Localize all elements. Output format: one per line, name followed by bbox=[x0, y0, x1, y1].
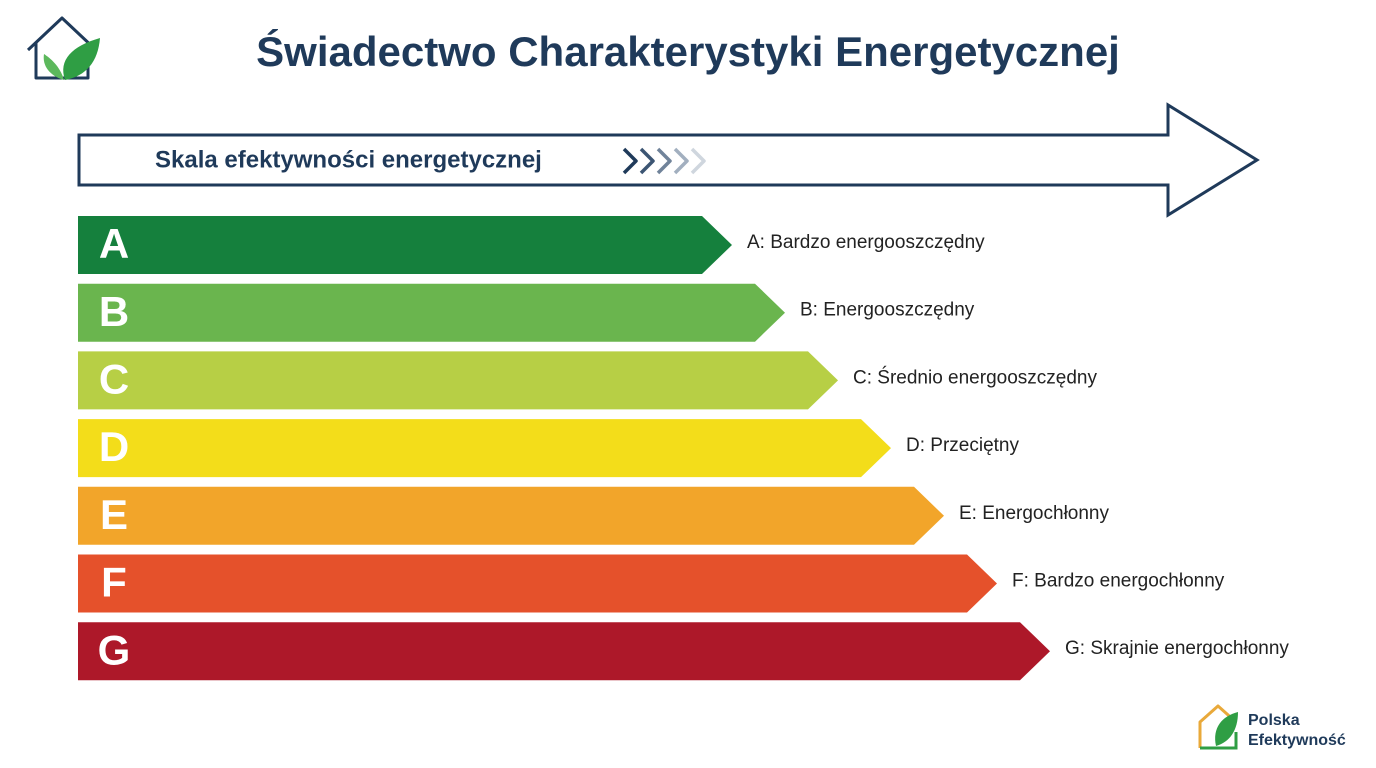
brand-logo: Polska Efektywność bbox=[1198, 704, 1346, 750]
energy-classes: A A: Bardzo energooszczędny B B: Energooszc… bbox=[78, 216, 1289, 681]
class-letter: A bbox=[99, 220, 129, 267]
class-description: B: Energooszczędny bbox=[800, 300, 975, 321]
class-description: F: Bardzo energochłonny bbox=[1012, 571, 1225, 592]
scale-label: Skala efektywności energetycznej bbox=[155, 146, 542, 173]
brand-line: Efektywność bbox=[1248, 732, 1346, 749]
class-description: D: Przeciętny bbox=[906, 435, 1019, 456]
class-description: A: Bardzo energooszczędny bbox=[747, 232, 985, 253]
class-letter: F bbox=[101, 559, 127, 606]
class-letter: D bbox=[99, 423, 129, 470]
class-description: G: Skrajnie energochłonny bbox=[1065, 638, 1289, 659]
class-letter: C bbox=[99, 355, 129, 402]
class-bar bbox=[78, 486, 944, 545]
house-icon bbox=[26, 16, 100, 80]
class-bar bbox=[78, 554, 997, 613]
class-bar bbox=[78, 216, 732, 274]
brand-line: Polska bbox=[1248, 712, 1300, 729]
title: Świadectwo Charakterystyki Energetycznej bbox=[256, 27, 1120, 75]
class-letter: E bbox=[100, 491, 128, 538]
chevrons bbox=[622, 147, 706, 175]
class-letter: G bbox=[98, 626, 131, 673]
class-bar bbox=[78, 283, 785, 342]
class-description: E: Energochłonny bbox=[959, 503, 1109, 524]
class-bar bbox=[78, 419, 891, 478]
class-bar bbox=[78, 351, 838, 410]
class-bar bbox=[78, 622, 1050, 681]
class-description: C: Średnio energooszczędny bbox=[853, 366, 1097, 388]
class-letter: B bbox=[99, 288, 129, 335]
